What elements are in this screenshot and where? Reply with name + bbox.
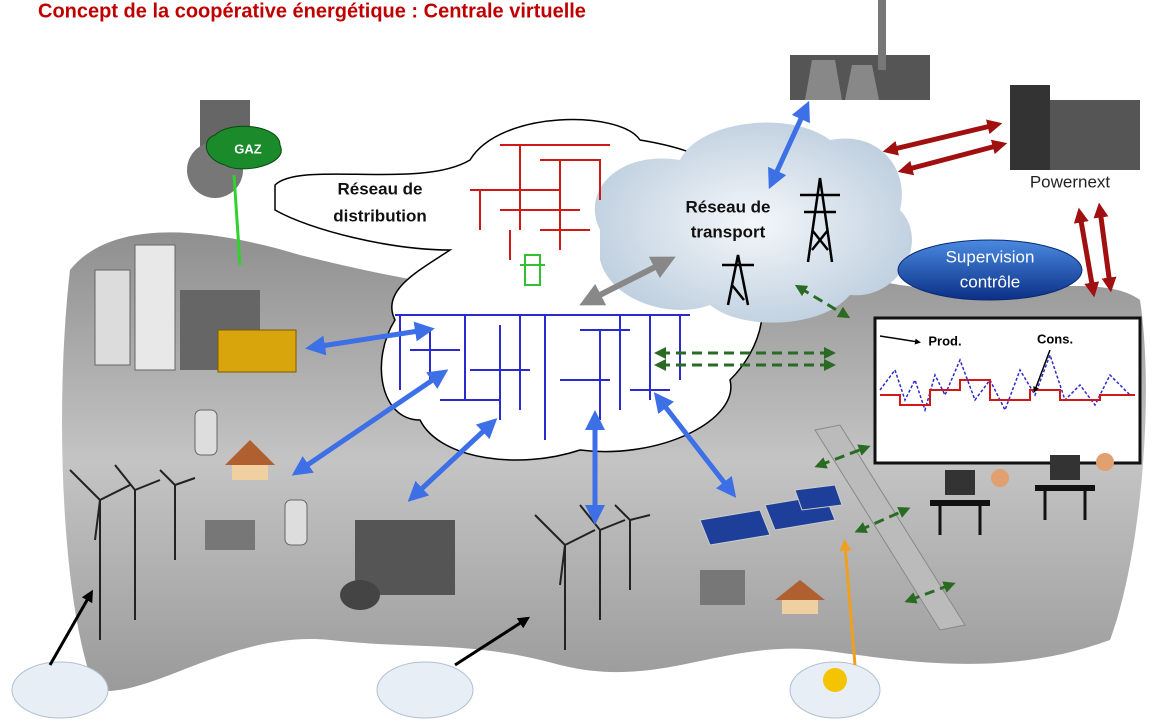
diagram: Concept de la coopérative énergétique : …	[0, 0, 1159, 725]
consumption-label: Cons.	[1037, 331, 1073, 346]
market-building	[1010, 85, 1140, 170]
monitor-screen	[875, 318, 1140, 463]
market-label: Powernext	[1030, 172, 1111, 191]
distribution-label: distribution	[333, 206, 426, 225]
gas-label: GAZ	[234, 141, 262, 156]
transport-label: transport	[691, 222, 766, 241]
production-label: Prod.	[928, 333, 961, 348]
transport-label: Réseau de	[685, 197, 770, 216]
sun	[823, 668, 847, 692]
boiler	[195, 410, 217, 455]
title: Concept de la coopérative énergétique : …	[38, 0, 586, 22]
distribution-label: Réseau de	[337, 179, 422, 198]
boiler	[285, 500, 307, 545]
supervision-label: Supervision	[946, 247, 1035, 266]
tank	[340, 580, 380, 610]
supervision-label: contrôle	[960, 272, 1020, 291]
power-plant	[790, 0, 930, 100]
